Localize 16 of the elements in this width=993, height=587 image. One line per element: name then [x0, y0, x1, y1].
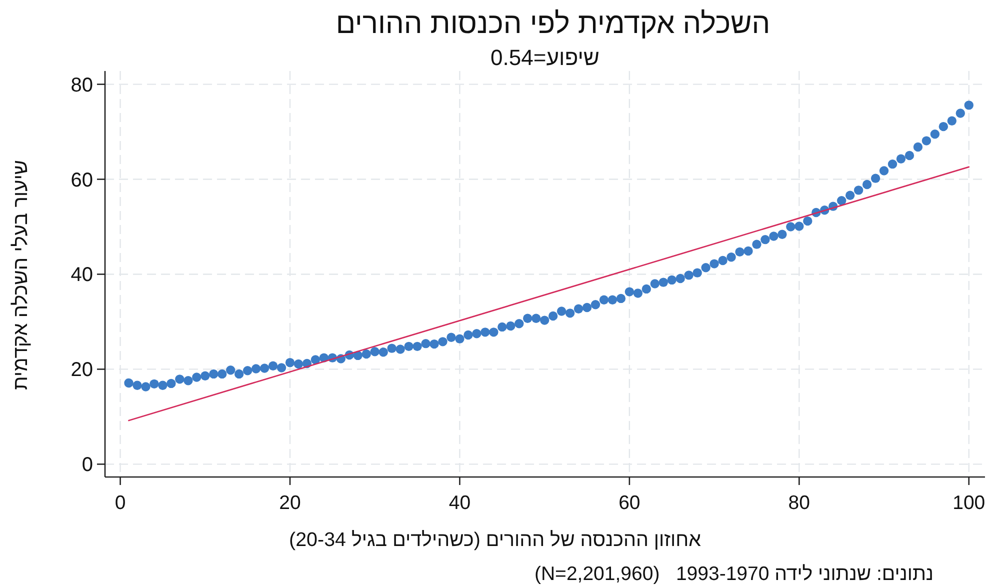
y-tick-label: 40 — [70, 264, 93, 286]
y-tick-label: 0 — [82, 454, 93, 476]
x-tick-label: 60 — [618, 492, 640, 514]
x-tick-label: 20 — [279, 492, 301, 514]
y-tick-label: 80 — [70, 74, 93, 96]
x-tick-label: 80 — [788, 492, 810, 514]
y-tick-label: 60 — [70, 169, 93, 192]
x-tick-label: 100 — [952, 492, 986, 514]
x-tick-label: 0 — [114, 492, 126, 514]
y-axis-title: שיעור בעלי השכלה אקדמית — [10, 160, 32, 390]
chart-subtitle: שיפוע=0.54 — [490, 45, 600, 70]
chart-title: השכלה אקדמית לפי הכנסות ההורים — [336, 8, 770, 40]
x-axis-title: אחוזון ההכנסה של ההורים (כשהילדים בגיל 20-34) — [289, 529, 702, 551]
y-tick-label: 20 — [70, 359, 93, 382]
x-tick-label: 40 — [448, 492, 471, 514]
text: נתונים: שנתוני לידה 1993-1970 (N=2,201,960) — [534, 563, 934, 585]
